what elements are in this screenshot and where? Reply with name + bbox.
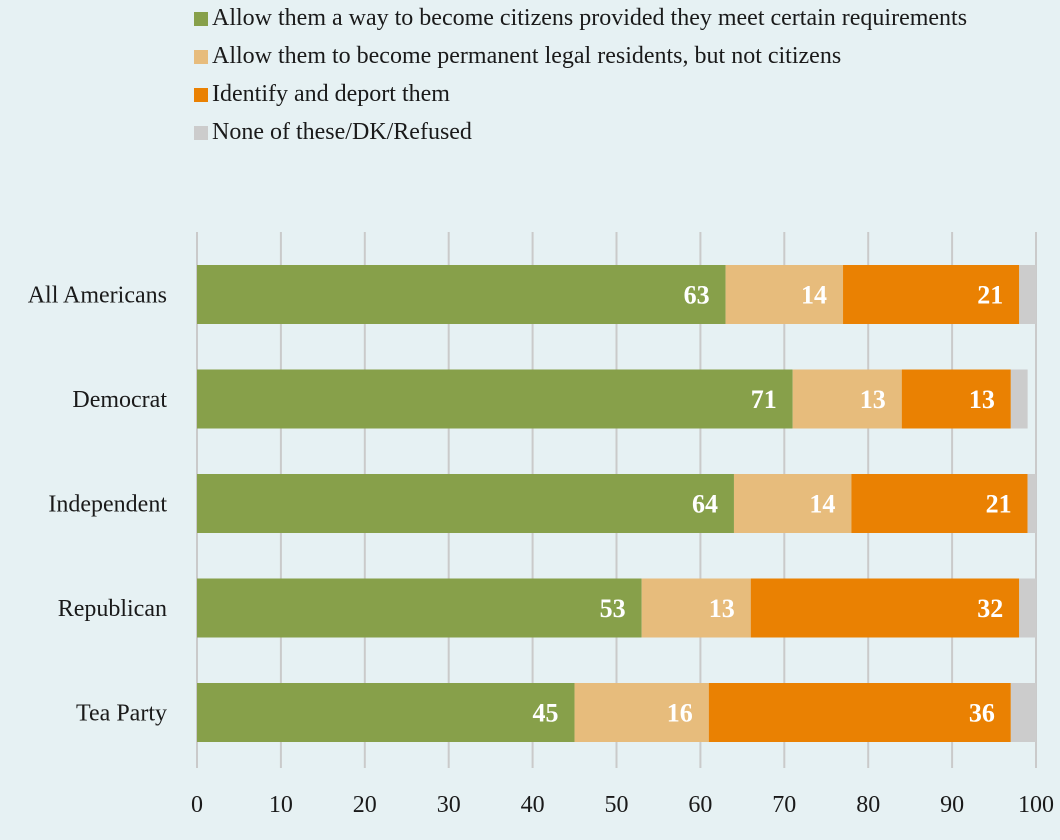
bar-segment (851, 474, 1028, 533)
data-label: 14 (809, 490, 835, 519)
bar-segment (843, 265, 1020, 324)
data-label: 13 (860, 385, 886, 414)
category-label: Democrat (72, 387, 167, 413)
data-label: 13 (709, 594, 735, 623)
x-tick-label: 50 (605, 792, 629, 818)
legend-swatch-citizens (194, 12, 208, 26)
bar-segment (197, 683, 575, 742)
legend-item-deport: Identify and deport them (190, 80, 1010, 109)
bar-segment (641, 578, 751, 638)
x-tick-label: 80 (856, 792, 880, 818)
data-label: 45 (533, 699, 559, 728)
x-tick-label: 60 (688, 792, 712, 818)
x-tick-label: 100 (1018, 792, 1054, 818)
data-label: 71 (751, 385, 777, 414)
bar-segment (733, 474, 852, 533)
legend-swatch-residents (194, 50, 208, 64)
bar-segment (750, 578, 1020, 638)
x-tick-label: 70 (772, 792, 796, 818)
legend-swatch-none (194, 126, 208, 140)
bar-segment (792, 369, 902, 429)
bar-segment (1027, 474, 1036, 533)
legend-item-none: None of these/DK/Refused (190, 118, 1010, 147)
category-label: Tea Party (76, 701, 167, 727)
bar-segment (197, 578, 642, 638)
bar-segment (197, 369, 793, 429)
bar-segment (1010, 683, 1036, 742)
x-tick-label: 90 (940, 792, 964, 818)
data-label: 36 (969, 699, 995, 728)
data-label: 13 (969, 385, 995, 414)
category-label: All Americans (28, 283, 167, 309)
legend-label-none: None of these/DK/Refused (212, 119, 472, 145)
x-tick-label: 30 (437, 792, 461, 818)
bar-segment (197, 474, 734, 533)
bar-segment (1019, 578, 1036, 638)
legend-item-residents: Allow them to become permanent legal res… (190, 42, 1010, 71)
data-label: 63 (684, 281, 710, 310)
x-tick-label: 20 (353, 792, 377, 818)
data-label: 14 (801, 281, 827, 310)
legend-swatch-deport (194, 88, 208, 102)
data-label: 64 (692, 490, 718, 519)
legend: Allow them a way to become citizens prov… (190, 4, 1010, 156)
data-label: 53 (600, 594, 626, 623)
legend-label-deport: Identify and deport them (212, 81, 450, 107)
data-label: 21 (977, 281, 1003, 310)
x-tick-label: 10 (269, 792, 293, 818)
bar-segment (901, 369, 1011, 429)
bar-segment (197, 265, 726, 324)
category-label: Independent (48, 492, 167, 518)
x-tick-label: 0 (191, 792, 203, 818)
data-label: 21 (986, 490, 1012, 519)
bar-segment (1019, 265, 1036, 324)
legend-label-citizens: Allow them a way to become citizens prov… (212, 5, 968, 31)
bar-segment (708, 683, 1011, 742)
data-label: 32 (977, 594, 1003, 623)
data-label: 16 (667, 699, 693, 728)
legend-item-citizens: Allow them a way to become citizens prov… (190, 4, 1010, 33)
bar-segment (725, 265, 844, 324)
legend-label-residents: Allow them to become permanent legal res… (212, 43, 842, 69)
x-tick-label: 40 (521, 792, 545, 818)
bar-segment (574, 683, 709, 742)
category-label: Republican (58, 596, 167, 622)
bar-segment (1010, 369, 1028, 429)
